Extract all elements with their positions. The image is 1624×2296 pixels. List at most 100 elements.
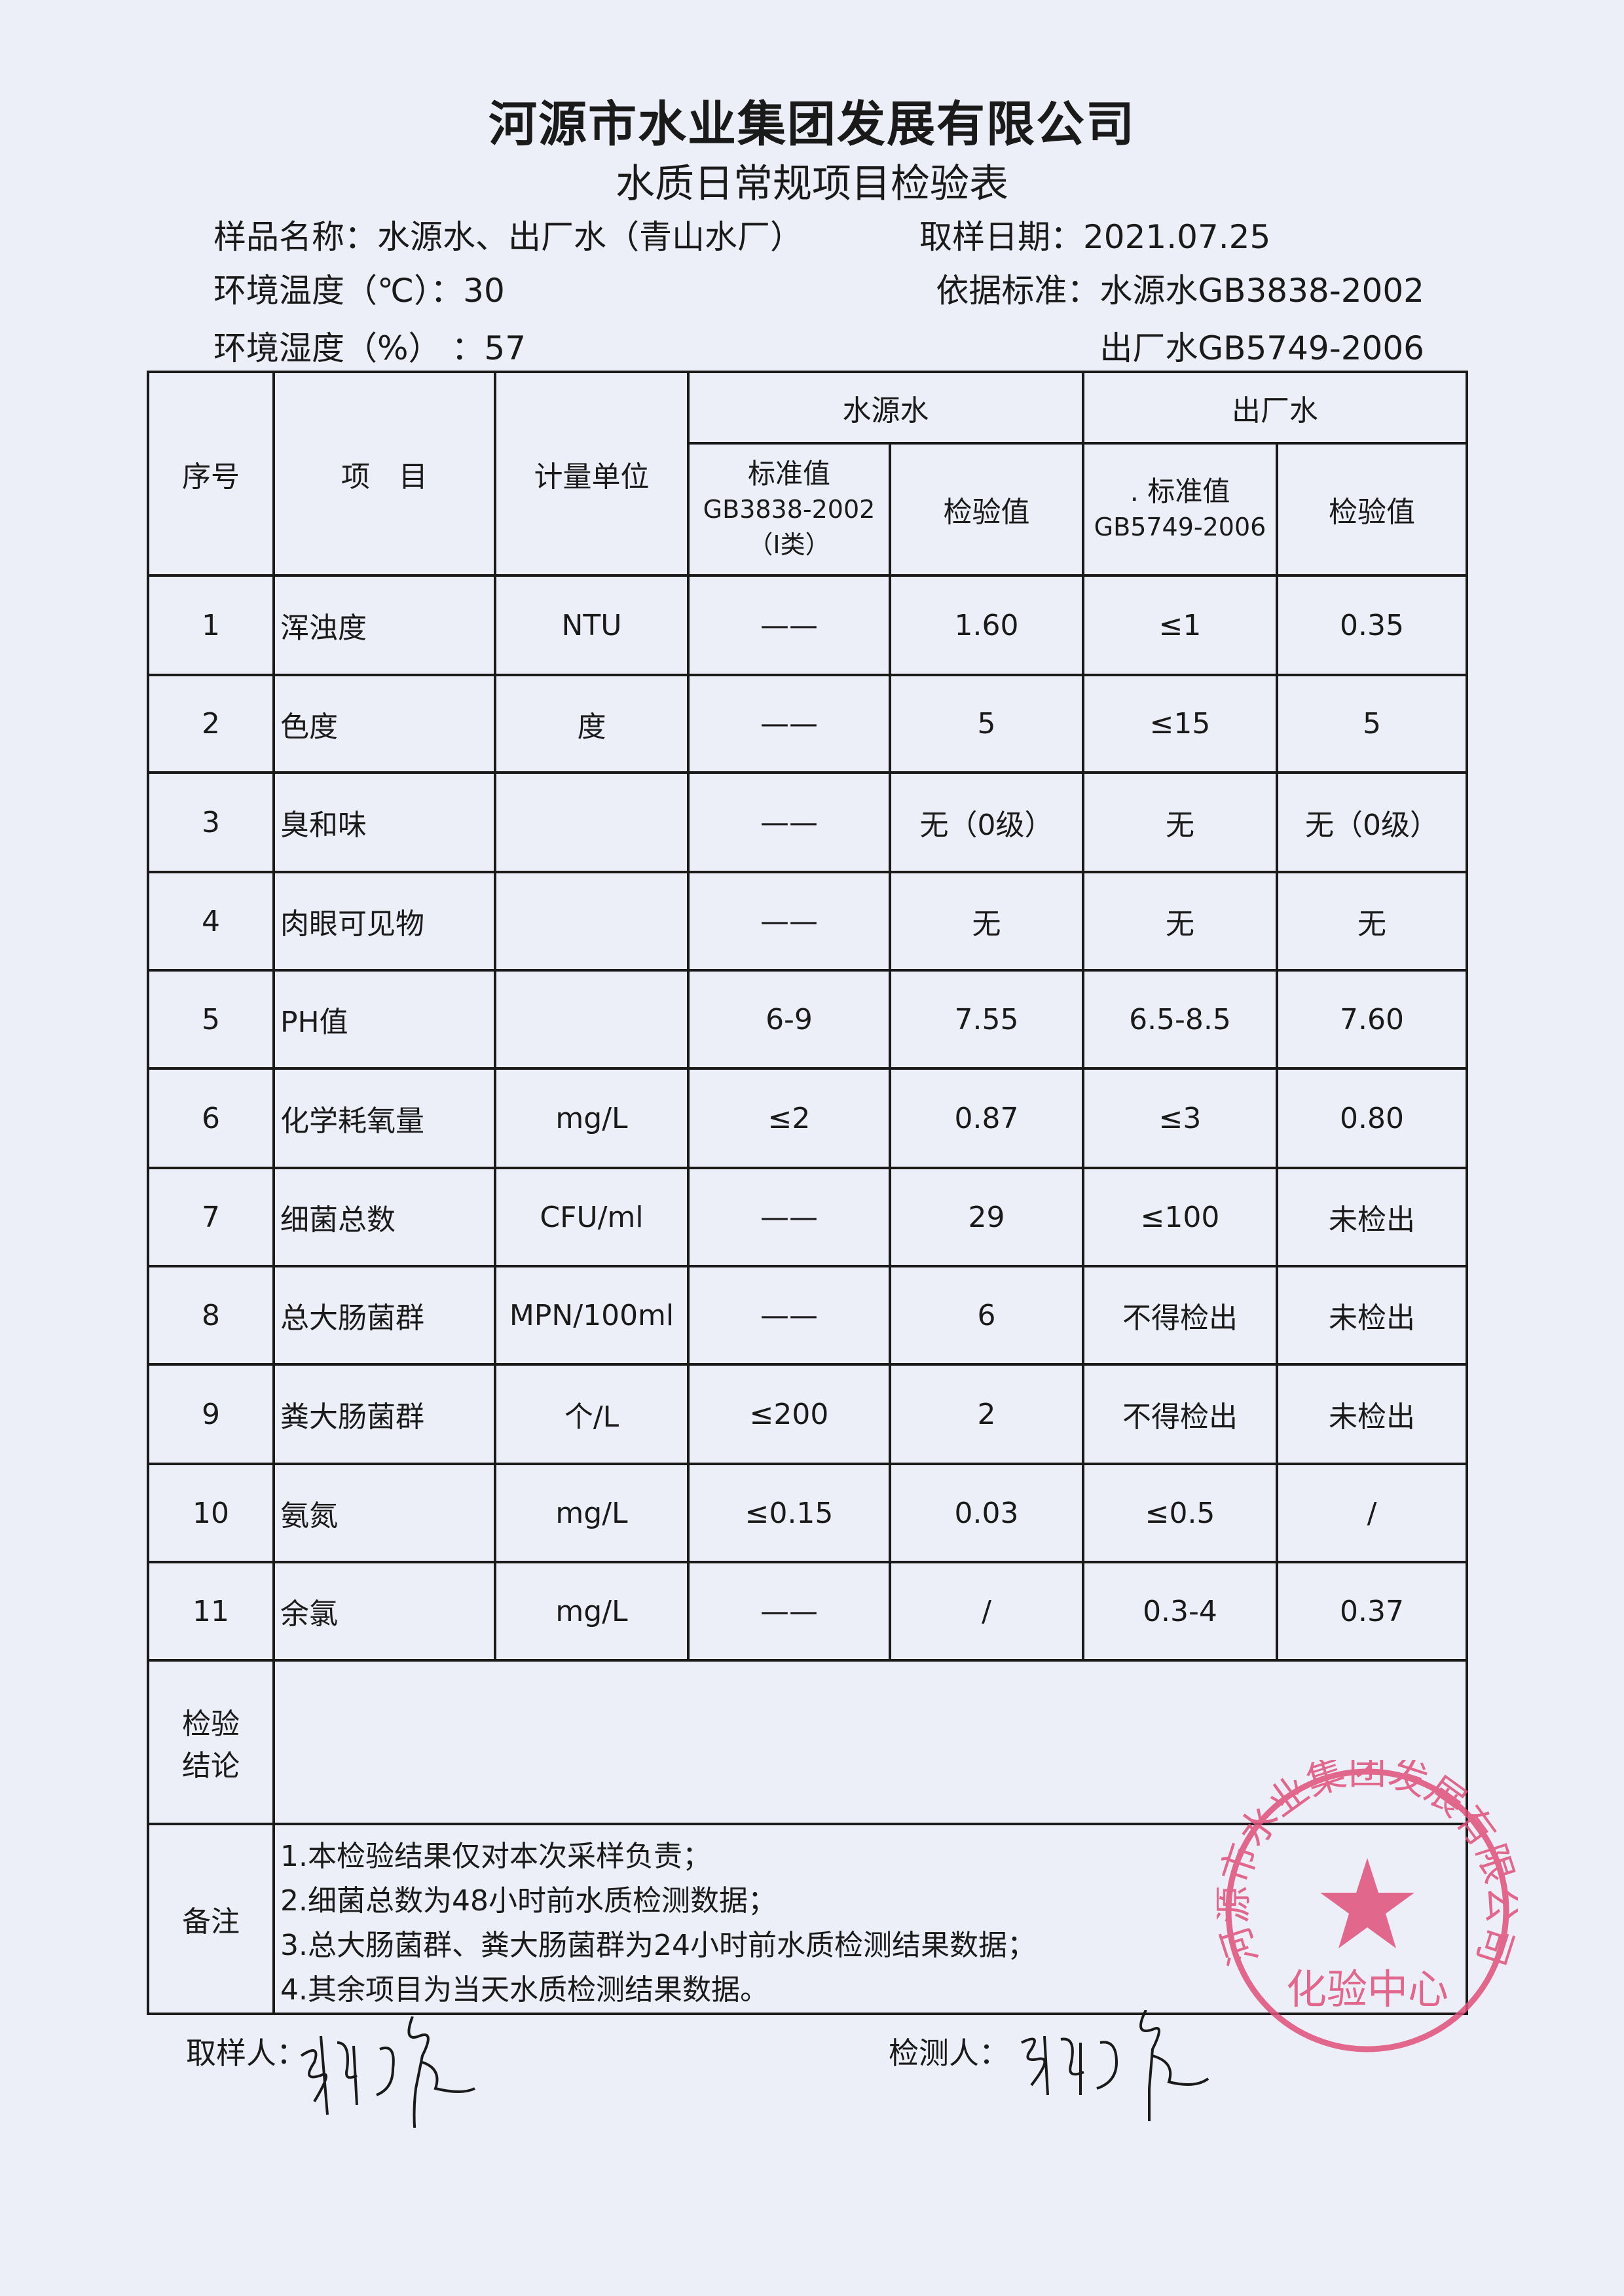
cell-item: 氨氮 (272, 1463, 496, 1563)
notes-content: 1.本检验结果仅对本次采样负责； 2.细菌总数为48小时前水质检测数据； 3.总大肠… (272, 1823, 1468, 2015)
sampler-label: 取样人： (186, 2035, 306, 2071)
note-line: 4.其余项目为当天水质检测结果数据。 (280, 1973, 769, 2007)
standard-finished: 出厂水GB5749-2006 (1099, 329, 1424, 367)
inspection-table: 序号 项 目 计量单位 水源水 出厂水 标准值 GB3838-2002 （Ⅰ类）… (147, 371, 1468, 2015)
cell-src-std: —— (687, 871, 891, 972)
cell-unit (494, 969, 690, 1070)
table-row: 8 总大肠菌群 MPN/100ml —— 6 不得检出 未检出 (147, 1265, 1468, 1366)
cell-fin-std: 0.3-4 (1082, 1561, 1278, 1662)
standard-source: 依据标准：水源水GB3838-2002 (936, 272, 1424, 310)
cell-src-val: 5 (889, 674, 1084, 774)
cell-no: 7 (147, 1167, 275, 1267)
sample-name: 样品名称：水源水、出厂水（青山水厂） (213, 218, 803, 256)
cell-src-val: 2 (889, 1363, 1084, 1465)
cell-item: 臭和味 (272, 771, 496, 873)
cell-no: 4 (147, 871, 275, 972)
cell-no: 8 (147, 1265, 275, 1366)
cell-src-std: ≤200 (687, 1363, 891, 1465)
cell-fin-val: 未检出 (1276, 1265, 1468, 1366)
notes-label: 备注 (147, 1823, 275, 2015)
cell-fin-std: ≤1 (1082, 574, 1278, 676)
humidity: 环境湿度（%） ：57 (213, 329, 526, 367)
cell-fin-std: 不得检出 (1082, 1363, 1278, 1465)
conclusion-label-1: 检验 (182, 1707, 240, 1741)
header-finished-test: 检验值 (1276, 442, 1468, 577)
table-row: 1 浑浊度 NTU —— 1.60 ≤1 0.35 (147, 574, 1468, 676)
cell-item: 粪大肠菌群 (272, 1363, 496, 1465)
star-icon (1320, 1858, 1414, 1948)
tester-signature (1021, 2010, 1209, 2121)
header-item: 项 目 (272, 371, 496, 577)
cell-fin-std: ≤15 (1082, 674, 1278, 774)
cell-unit: MPN/100ml (494, 1265, 690, 1366)
cell-item: PH值 (272, 969, 496, 1070)
cell-src-std: —— (687, 674, 891, 774)
cell-item: 化学耗氧量 (272, 1067, 496, 1169)
cell-unit (494, 871, 690, 972)
header-source-standard: 标准值 GB3838-2002 （Ⅰ类） (687, 442, 891, 577)
cell-src-std: 6-9 (687, 969, 891, 1070)
note-line: 1.本检验结果仅对本次采样负责； (280, 1840, 711, 1873)
cell-fin-val: / (1276, 1463, 1468, 1563)
table-row: 4 肉眼可见物 —— 无无无 (147, 871, 1468, 972)
cell-src-std: —— (687, 1265, 891, 1366)
table-row: 11 余氯 mg/L ——/0.3-4 0.37 (147, 1561, 1468, 1662)
cell-src-val: 29 (889, 1167, 1084, 1267)
form-title: 水质日常规项目检验表 (616, 161, 1008, 207)
cell-fin-val: 无（0级） (1276, 771, 1468, 873)
finished-standard-label: . 标准值 (1130, 475, 1230, 507)
cell-src-val: 0.87 (889, 1067, 1084, 1169)
cell-unit: mg/L (494, 1067, 690, 1169)
header-finished-water: 出厂水 (1082, 371, 1468, 445)
cell-item: 色度 (272, 674, 496, 774)
finished-standard-code: GB5749-2006 (1094, 513, 1266, 541)
tester-label: 检测人： (889, 2035, 1009, 2071)
temperature: 环境温度（℃）：30 (213, 272, 505, 310)
cell-src-std: —— (687, 1561, 891, 1662)
sample-date: 取样日期：2021.07.25 (919, 218, 1271, 256)
cell-src-std: —— (687, 771, 891, 873)
cell-item: 肉眼可见物 (272, 871, 496, 972)
table-row: 10 氨氮 mg/L ≤0.15 0.03 ≤0.5/ (147, 1463, 1468, 1563)
cell-src-std: ≤0.15 (687, 1463, 891, 1563)
cell-fin-std: ≤100 (1082, 1167, 1278, 1267)
cell-fin-val: 0.35 (1276, 574, 1468, 676)
table-row: 6 化学耗氧量 mg/L ≤2 0.87 ≤3 0.80 (147, 1067, 1468, 1169)
cell-fin-val: 0.80 (1276, 1067, 1468, 1169)
cell-unit: NTU (494, 574, 690, 676)
cell-src-val: 无 (889, 871, 1084, 972)
seal-ring (1225, 1768, 1509, 2052)
cell-fin-std: 不得检出 (1082, 1265, 1278, 1366)
cell-fin-val: 无 (1276, 871, 1468, 972)
cell-fin-std: 无 (1082, 871, 1278, 972)
cell-fin-std: 6.5-8.5 (1082, 969, 1278, 1070)
cell-fin-std: ≤3 (1082, 1067, 1278, 1169)
cell-no: 9 (147, 1363, 275, 1465)
cell-no: 1 (147, 574, 275, 676)
cell-fin-std: ≤0.5 (1082, 1463, 1278, 1563)
cell-unit: mg/L (494, 1463, 690, 1563)
header-finished-standard: . 标准值 GB5749-2006 (1082, 442, 1278, 577)
conclusion-label-2: 结论 (182, 1749, 240, 1783)
cell-unit: mg/L (494, 1561, 690, 1662)
company-title: 河源市水业集团发展有限公司 (489, 96, 1135, 153)
cell-unit: 个/L (494, 1363, 690, 1465)
cell-no: 6 (147, 1067, 275, 1169)
note-line: 3.总大肠菌群、粪大肠菌群为24小时前水质检测结果数据； (280, 1929, 1036, 1962)
cell-unit: 度 (494, 674, 690, 774)
cell-src-val: 1.60 (889, 574, 1084, 676)
cell-item: 余氯 (272, 1561, 496, 1662)
cell-src-val: 6 (889, 1265, 1084, 1366)
cell-fin-std: 无 (1082, 771, 1278, 873)
table-row: 5 PH值 6-9 7.55 6.5-8.5 7.60 (147, 969, 1468, 1070)
cell-src-std: —— (687, 574, 891, 676)
sampler-signature (300, 2016, 475, 2128)
cell-src-std: —— (687, 1167, 891, 1267)
cell-fin-val: 0.37 (1276, 1561, 1468, 1662)
cell-no: 10 (147, 1463, 275, 1563)
cell-no: 5 (147, 969, 275, 1070)
source-standard-class: （Ⅰ类） (748, 530, 830, 559)
header-unit: 计量单位 (494, 371, 690, 577)
table-row: 9 粪大肠菌群 个/L ≤200 2 不得检出 未检出 (147, 1363, 1468, 1465)
seal-center-text: 化验中心 (1286, 1965, 1449, 2013)
